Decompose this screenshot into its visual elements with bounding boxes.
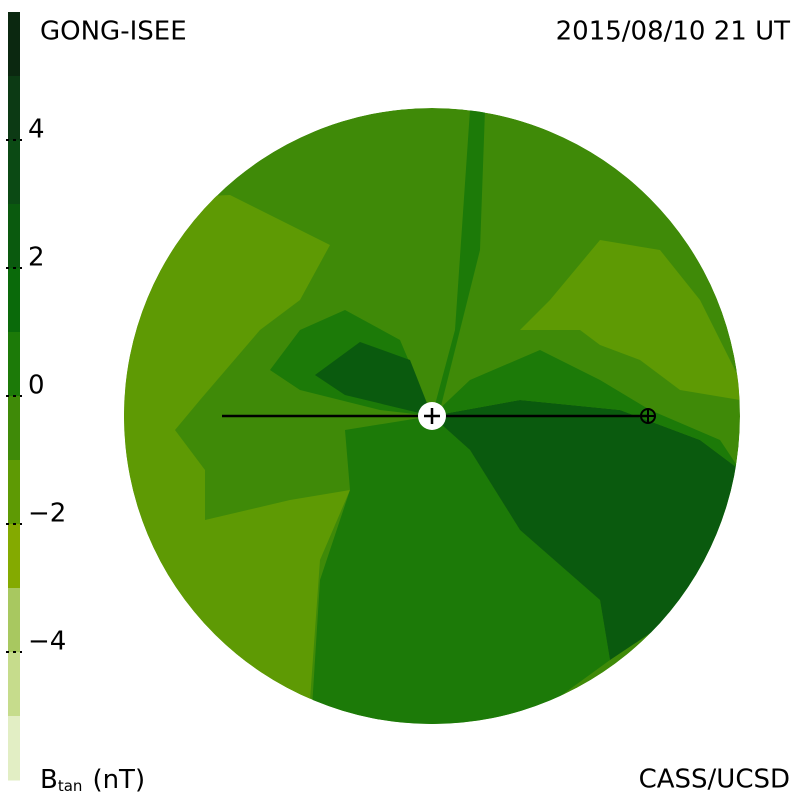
chart-title: GONG-ISEE	[40, 17, 187, 47]
region	[520, 240, 740, 400]
colorbar-band	[8, 460, 20, 525]
colorbar-band	[8, 588, 20, 653]
label-unit: (nT)	[92, 765, 145, 795]
region	[310, 416, 610, 724]
colorbar: 4 2 0 −2 −4	[6, 12, 66, 781]
colorbar-band	[8, 140, 20, 205]
tick-label: −2	[28, 499, 66, 529]
credit-label: CASS/UCSD	[639, 765, 790, 795]
colorbar-band	[8, 12, 20, 77]
colorbar-band	[8, 652, 20, 717]
tick-label: 2	[28, 243, 45, 273]
colorbar-band	[8, 204, 20, 269]
colorbar-band	[8, 268, 20, 333]
colorbar-band	[8, 396, 20, 461]
region	[432, 110, 485, 416]
region	[432, 350, 740, 470]
colorbar-band	[8, 716, 20, 781]
tick-label: 4	[28, 115, 45, 145]
date-label: 2015/08/10 21 UT	[556, 17, 790, 47]
region	[124, 195, 350, 700]
colorbar-label: Btan (nT)	[40, 765, 145, 795]
region	[432, 400, 740, 660]
sun-cross	[424, 408, 440, 424]
colorbar-band	[8, 76, 20, 141]
tick-label: 0	[28, 371, 45, 401]
label-symbol: B	[40, 765, 58, 795]
colorbar-band	[8, 332, 20, 397]
region	[315, 342, 432, 416]
tick-label: −4	[28, 627, 66, 657]
label-subscript: tan	[58, 777, 83, 795]
earth-cross	[641, 409, 655, 423]
colorbar-band	[8, 524, 20, 589]
